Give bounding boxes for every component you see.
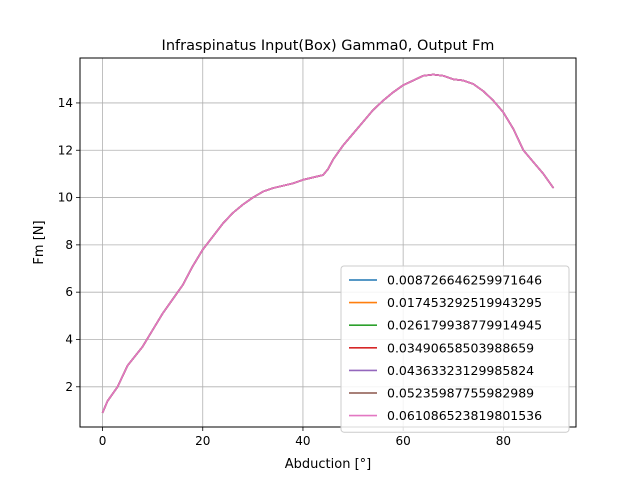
axis-ticks: 0 20 40 60 80 2 4 6 8 10 12 14 (58, 96, 511, 448)
legend-label: 0.05235987755982989 (387, 386, 534, 401)
chart-title: Infraspinatus Input(Box) Gamma0, Output … (162, 38, 495, 54)
y-tick-label: 14 (58, 96, 73, 110)
legend-label: 0.026179938779914945 (387, 318, 542, 333)
y-axis-label: Fm [N] (32, 220, 47, 264)
y-tick-label: 12 (58, 143, 73, 157)
legend-label: 0.03490658503988659 (387, 340, 534, 355)
series-lines (101, 73, 555, 414)
y-tick-label: 6 (65, 285, 73, 299)
legend-label: 0.008726646259971646 (387, 273, 542, 288)
legend-box (340, 265, 570, 433)
x-tick-label: 60 (396, 434, 411, 448)
y-tick-label: 10 (58, 191, 73, 205)
y-tick-label: 2 (65, 380, 73, 394)
x-axis-label: Abduction [°] (285, 457, 371, 472)
y-tick-label: 4 (65, 332, 73, 346)
legend-label: 0.061086523819801536 (387, 408, 542, 423)
grid (80, 58, 576, 427)
legend-label: 0.04363323129985824 (387, 363, 534, 378)
series-line-7 (101, 73, 555, 414)
plot-frame (79, 57, 577, 428)
x-tick-label: 40 (295, 434, 310, 448)
x-tick-label: 20 (195, 434, 210, 448)
x-tick-label: 80 (496, 434, 511, 448)
legend-label: 0.017453292519943295 (387, 295, 542, 310)
y-tick-label: 8 (65, 238, 73, 252)
x-tick-label: 0 (99, 434, 107, 448)
legend: 0.008726646259971646 0.017453292519943295… (340, 265, 570, 433)
